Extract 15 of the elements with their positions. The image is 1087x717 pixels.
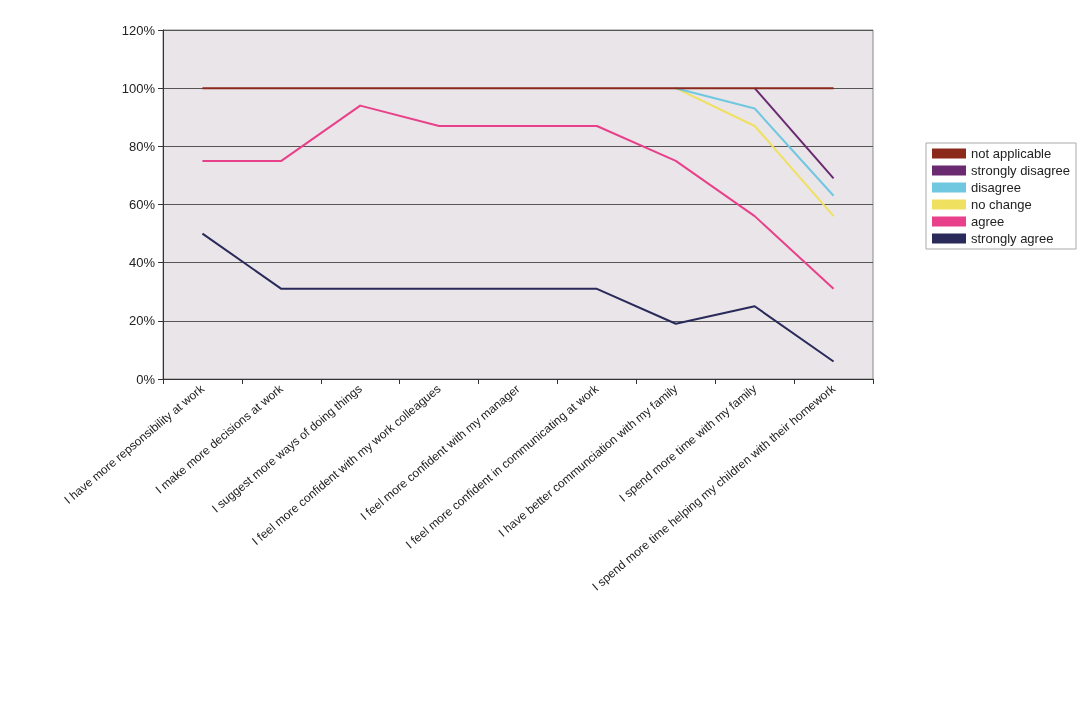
y-tick-label: 60% xyxy=(128,197,156,212)
y-tick-label: 0% xyxy=(136,371,156,387)
y-tick-label: 40% xyxy=(128,255,156,271)
y-tick-label: 20% xyxy=(128,313,156,329)
legend-label: not applicable xyxy=(971,146,1052,161)
y-tick-label: 120% xyxy=(121,22,156,38)
line-series xyxy=(201,232,835,363)
y-tick-label: 100% xyxy=(121,80,156,96)
legend-label: strongly disagree xyxy=(971,163,1070,178)
y-tick-label: 80% xyxy=(128,138,156,154)
legend-label: no change xyxy=(971,197,1032,212)
legend-label: agree xyxy=(971,214,1005,229)
legend-label: disagree xyxy=(971,180,1021,195)
line-series xyxy=(201,104,835,290)
legend-label: strongly agree xyxy=(971,231,1054,246)
